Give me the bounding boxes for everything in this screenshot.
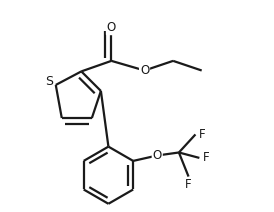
Text: F: F xyxy=(199,128,206,141)
Text: F: F xyxy=(185,179,192,191)
Text: O: O xyxy=(107,21,116,34)
Text: O: O xyxy=(140,64,149,77)
Text: S: S xyxy=(45,75,53,88)
Text: O: O xyxy=(153,149,162,162)
Text: F: F xyxy=(203,151,209,164)
